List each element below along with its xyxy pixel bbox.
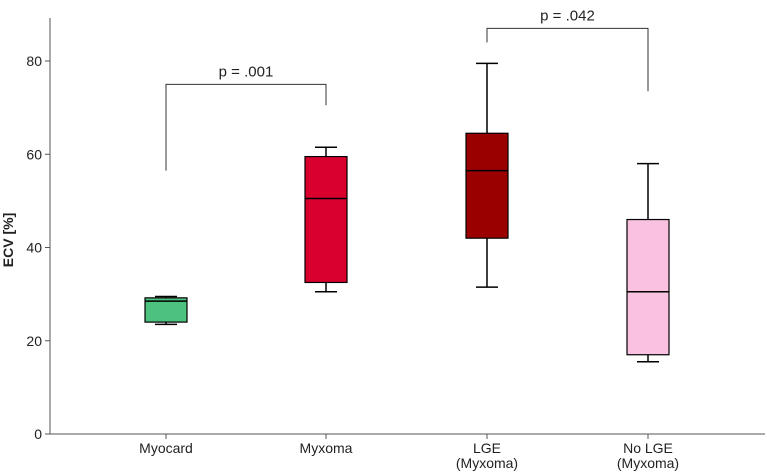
box-1	[144, 295, 188, 326]
box-2	[304, 146, 348, 293]
x-tick-label: Myocard	[139, 440, 193, 456]
iqr-box	[304, 155, 348, 284]
iqr-box	[626, 218, 670, 356]
y-tick-label: 80	[26, 53, 42, 69]
significance-annotations: p = .001 p = .042	[165, 7, 649, 171]
boxes	[144, 62, 670, 363]
iqr-box	[465, 132, 509, 239]
p-value-label: p = .001	[219, 63, 274, 80]
y-axis-label: ECV [%]	[0, 213, 16, 267]
iqr-box	[144, 297, 188, 323]
significance-bracket-2: p = .042	[486, 7, 649, 92]
y-tick-label: 60	[26, 146, 42, 162]
y-tick-label: 20	[26, 333, 42, 349]
x-tick-label: Myxoma	[300, 440, 353, 456]
x-tick-label: (Myxoma)	[456, 455, 518, 471]
box-3	[465, 62, 509, 288]
bracket-line	[165, 83, 327, 171]
x-tick-label: (Myxoma)	[617, 455, 679, 471]
box-4	[626, 162, 670, 363]
x-tick-label: No LGE	[623, 440, 673, 456]
bracket-line	[486, 27, 649, 92]
x-tick-label: LGE	[473, 440, 501, 456]
significance-bracket-1: p = .001	[165, 63, 327, 171]
y-tick-label: 40	[26, 240, 42, 256]
y-tick-label: 0	[34, 426, 42, 442]
p-value-label: p = .042	[540, 7, 595, 24]
